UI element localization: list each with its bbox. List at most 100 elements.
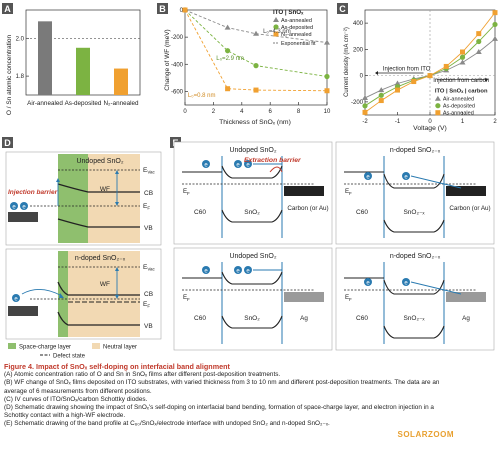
panel-b-fit-line [184, 9, 328, 44]
legend-neutral-label: Neutral layer [103, 345, 137, 351]
panel-c-annotation: Injection from ITO [383, 66, 431, 72]
electron-label: e [14, 297, 18, 303]
panel-b-annotation: L₀=0.8 nm [188, 93, 216, 99]
legend-defect-label: Defect state [53, 354, 86, 360]
cb-line [57, 183, 140, 193]
ef-label: E [345, 188, 349, 195]
panel-b-xtick-label: 8 [297, 109, 301, 115]
panel-a-ytick-label: 2.0 [16, 36, 25, 42]
panel-c-point [411, 79, 417, 85]
electron-label: e [236, 269, 240, 275]
electron-icon [10, 202, 18, 210]
electron-label: e [246, 163, 250, 169]
panel-b-ylabel: Change of WF (meV) [164, 29, 171, 90]
electron-label: e [12, 205, 16, 211]
figure-caption: Figure 4. Impact of SnOₓ self-doping on … [4, 362, 496, 429]
electron-icon [364, 172, 372, 180]
panel-b-point [225, 48, 231, 54]
electron-icon [202, 266, 210, 274]
electron-label: e [404, 175, 408, 181]
electron-label: e [404, 281, 408, 287]
caption-line-b2: average of 6 measurements from different… [4, 387, 152, 395]
panel-b-legend-title: ITO | SnOₓ [273, 9, 304, 16]
electron-label: e [236, 163, 240, 169]
panel-c-chart: C Current density (mA cm⁻²) Voltage (V) … [337, 3, 498, 132]
panel-c-letter-box [337, 3, 348, 14]
panel-d-top-title: Undoped SnO₂ [76, 158, 123, 165]
panel-d-bottom: n-doped SnO₂₋ₓ EVac CB EF VB WF e [5, 248, 162, 340]
panel-c-point [460, 49, 465, 55]
caption-title: Figure 4. Impact of SnOₓ self-doping on … [4, 362, 230, 371]
electron-icon [234, 266, 242, 274]
panel-b-legend-label: As-annealed [281, 18, 312, 24]
electrode-label: Carbon (or Au) [449, 205, 490, 212]
evac-label: EVac [143, 167, 156, 175]
sno2-cb-line [383, 173, 445, 189]
panel-b-legend-marker [273, 24, 279, 30]
caption-line-d1: (D) Schematic drawing showing the impact… [4, 404, 434, 412]
c60-label: C60 [194, 315, 206, 322]
panel-c-annotation: Injection from carbon [433, 78, 489, 84]
vb-line [57, 311, 140, 326]
panel-a-ylabel: O / Sn atomic concentration [6, 35, 13, 116]
panel-c-point [362, 94, 368, 100]
sno2-label: SnO₂ [244, 315, 260, 322]
ef-label: E [183, 188, 187, 195]
legend-neutral-swatch [92, 343, 100, 349]
sno2-cb-line [221, 271, 283, 285]
panel-d-bottom-title: n-doped SnO₂₋ₓ [75, 255, 126, 262]
panel-d-letter: D [4, 138, 11, 148]
electron-transfer-arrow [410, 281, 462, 295]
panel-c-point [395, 87, 400, 93]
panel-a-letter: A [4, 4, 11, 14]
ef-sub-label: F [187, 297, 190, 302]
space-charge-region [58, 154, 88, 243]
panel-a-ytick-label: 1.8 [16, 74, 25, 80]
c60-label: C60 [356, 315, 368, 322]
watermark: SOLARZOOM [397, 430, 454, 439]
panel-b-point [224, 24, 231, 30]
panel-d-top-frame [5, 151, 162, 246]
panel-c-xtick-label: 0 [428, 119, 432, 125]
carbon-electrode-block [284, 186, 324, 196]
panel-b-point [253, 30, 259, 36]
panel-b-point [324, 39, 330, 45]
electron-icon [20, 202, 28, 210]
wf-label: WF [100, 281, 110, 288]
electrode-label: Ag [300, 315, 308, 322]
wf-arrow-head-down [115, 202, 119, 206]
caption-line-a: (A) Atomic concentration ratio of O and … [4, 371, 281, 379]
panel-b-chart: B Change of WF (meV) Thickness of SnOₓ (… [157, 3, 331, 126]
panel-c-point [492, 10, 498, 16]
panel-b-legend-marker [273, 31, 279, 37]
barrier-arrow-head [56, 178, 60, 182]
wf-arrow-head-up [115, 267, 119, 271]
electrode-block [8, 306, 38, 316]
panel-c-arrow-left-head [375, 71, 378, 75]
panel-e-cell: n-doped SnO₂₋ₓ E F Ag C60 SnO₂₋ₓ e e [335, 247, 495, 351]
panel-c-point [362, 109, 368, 115]
panel-b-fit-line [184, 9, 328, 77]
panel-b-point [324, 88, 330, 94]
panel-c-legend-marker [435, 110, 441, 116]
panel-c-point [459, 59, 466, 65]
wf-arrow-head-up [115, 170, 119, 174]
electron-label: e [204, 163, 208, 169]
electrode-label: Carbon (or Au) [287, 205, 328, 212]
panel-c-point [492, 21, 498, 28]
ef-sub-label: F [349, 297, 352, 302]
panel-b-xtick-label: 0 [183, 109, 187, 115]
panel-c-legend-label: Air-annealed [443, 97, 474, 103]
panel-b-point [253, 63, 259, 69]
electron-icon [244, 160, 252, 168]
panel-c-point [476, 31, 482, 37]
ef-label: EF [143, 301, 150, 309]
panel-d-letter-box [2, 137, 13, 148]
panel-c-xtick-label: -2 [362, 119, 368, 125]
c60-label: C60 [194, 209, 206, 216]
sno2-vb-line [383, 219, 445, 233]
panel-c-letter: C [339, 4, 346, 14]
extraction-barrier-arrow [269, 166, 283, 173]
caption-line-b1: (B) WF change of SnOₓ films deposited on… [4, 379, 440, 387]
